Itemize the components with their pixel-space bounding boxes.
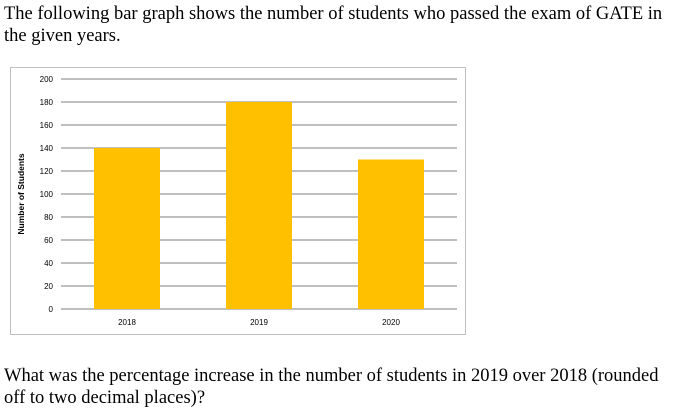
y-axis-label: Number of Students: [16, 153, 26, 234]
y-tick-label: 200: [40, 75, 54, 84]
y-tick-label: 80: [44, 213, 53, 222]
y-tick-labels: 0 20 40 60 80 100 120 140 160 180 200: [40, 75, 54, 314]
x-tick-label: 2019: [250, 318, 268, 327]
y-tick-label: 140: [40, 144, 54, 153]
bar-2019: [226, 102, 292, 309]
intro-text: The following bar graph shows the number…: [4, 4, 663, 46]
y-tick-label: 20: [44, 282, 53, 291]
y-tick-label: 160: [40, 121, 54, 130]
y-tick-label: 40: [44, 259, 53, 268]
y-tick-label: 100: [40, 190, 54, 199]
x-tick-label: 2020: [382, 318, 400, 327]
x-tick-label: 2018: [118, 318, 136, 327]
question-text: What was the percentage increase in the …: [4, 366, 659, 408]
bar-2020: [358, 159, 424, 309]
y-tick-label: 180: [40, 98, 54, 107]
y-tick-label: 0: [49, 305, 54, 314]
bar-chart: 0 20 40 60 80 100 120 140 160 180 200 2018 2019 2020…: [10, 67, 466, 335]
y-tick-label: 120: [40, 167, 54, 176]
x-tick-labels: 2018 2019 2020: [118, 318, 400, 327]
bars: [94, 102, 424, 309]
bar-chart-svg: 0 20 40 60 80 100 120 140 160 180 200 2018 2019 2020…: [16, 75, 457, 327]
bar-2018: [94, 148, 160, 309]
y-tick-label: 60: [44, 236, 53, 245]
